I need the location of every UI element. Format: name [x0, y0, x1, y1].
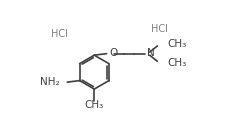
Text: CH₃: CH₃ [167, 39, 187, 49]
Text: O: O [109, 48, 117, 58]
Text: HCl: HCl [151, 24, 168, 34]
Text: HCl: HCl [51, 29, 68, 39]
Text: CH₃: CH₃ [167, 58, 187, 68]
Text: CH₃: CH₃ [85, 100, 104, 110]
Text: NH₂: NH₂ [40, 77, 60, 87]
Text: N: N [147, 48, 154, 58]
